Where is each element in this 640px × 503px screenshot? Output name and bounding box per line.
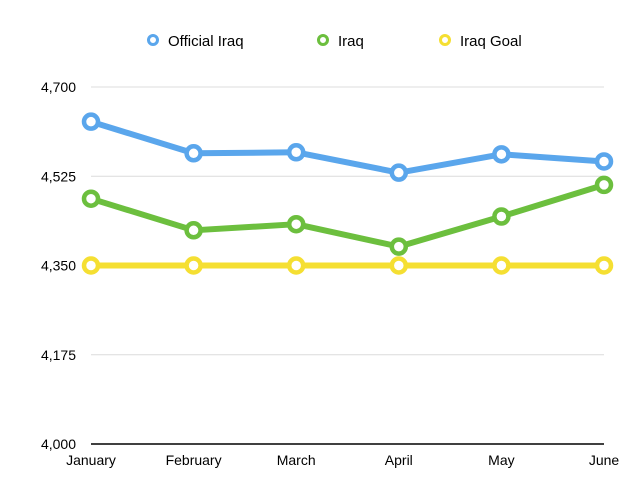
data-point xyxy=(389,237,409,256)
data-point xyxy=(286,143,306,162)
x-tick-label: April xyxy=(385,452,413,468)
data-point xyxy=(389,163,409,182)
y-tick-label: 4,525 xyxy=(41,168,76,184)
y-tick-label: 4,700 xyxy=(41,79,76,95)
data-point xyxy=(492,207,511,226)
x-tick-label: June xyxy=(589,452,620,468)
y-tick-label: 4,175 xyxy=(41,347,76,363)
legend-item-iraq: Iraq xyxy=(317,33,364,50)
legend-item-iraq-goal: Iraq Goal xyxy=(439,33,522,50)
data-point xyxy=(184,144,203,163)
legend-marker xyxy=(317,34,329,46)
y-tick-label: 4,350 xyxy=(41,258,76,274)
y-tick-label: 4,000 xyxy=(41,436,76,452)
data-point xyxy=(594,256,614,275)
legend-label: Official Iraq xyxy=(168,33,244,50)
legend: Official Iraq Iraq Iraq Goal xyxy=(147,33,522,50)
legend-marker xyxy=(147,34,159,46)
x-axis: January February March April May June xyxy=(66,443,620,468)
legend-marker xyxy=(439,34,451,46)
data-point xyxy=(286,214,306,234)
series-layer xyxy=(81,112,614,275)
data-point xyxy=(81,112,101,131)
legend-item-official-iraq: Official Iraq xyxy=(147,33,244,50)
data-point xyxy=(492,256,511,275)
data-point xyxy=(492,145,511,164)
legend-label: Iraq Goal xyxy=(460,33,522,50)
x-tick-label: May xyxy=(488,452,514,468)
data-point xyxy=(81,256,101,275)
data-point xyxy=(184,256,203,275)
y-axis: 4,000 4,175 4,350 4,525 4,700 xyxy=(41,79,76,452)
series-line xyxy=(88,118,607,176)
series-iraq xyxy=(81,175,614,256)
data-point xyxy=(594,175,614,195)
legend-label: Iraq xyxy=(338,33,364,50)
x-tick-label: January xyxy=(66,452,116,468)
series-official-iraq xyxy=(81,112,614,182)
x-tick-label: March xyxy=(277,452,316,468)
series-iraq-goal xyxy=(81,256,614,275)
data-point xyxy=(286,256,306,275)
x-tick-label: February xyxy=(166,452,222,468)
data-point xyxy=(81,189,101,208)
data-point xyxy=(389,256,409,275)
data-point xyxy=(594,152,614,171)
series-line xyxy=(88,181,607,250)
data-point xyxy=(184,221,203,240)
